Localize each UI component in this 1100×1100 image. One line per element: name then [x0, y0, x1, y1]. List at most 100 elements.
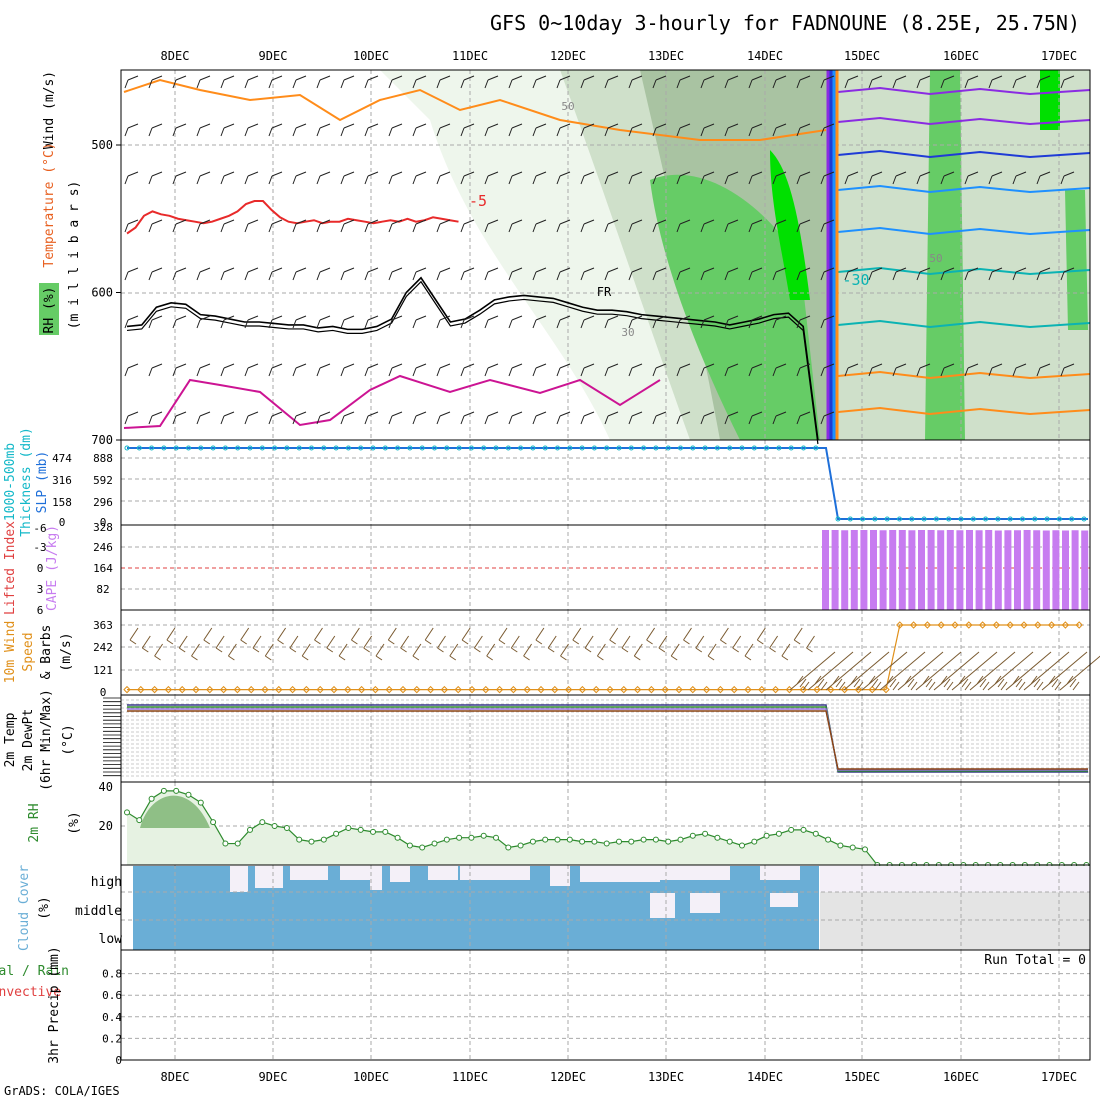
wind-barb — [292, 219, 307, 233]
top-date-label: 8DEC — [161, 49, 190, 63]
wind-barb — [724, 123, 739, 137]
ylabel-slp: SLP (mb) — [35, 451, 50, 514]
wind-barb — [532, 171, 547, 185]
wind-barb — [719, 627, 729, 645]
wind-barb — [340, 267, 355, 281]
wind-barb — [220, 267, 235, 281]
wind-barb — [364, 171, 379, 185]
wind-speed-marker — [992, 621, 1001, 629]
wind-barb — [596, 643, 606, 661]
wind-barb — [508, 171, 523, 185]
cloud-gap — [370, 866, 382, 890]
thickness-marker — [173, 445, 179, 451]
wind-barb — [461, 627, 471, 645]
wind-barb — [340, 171, 355, 185]
wind-barb — [796, 363, 811, 377]
thickness-marker — [801, 445, 806, 451]
precip-tick-label: 0.8 — [102, 968, 122, 981]
wind-speed-marker — [454, 685, 462, 694]
wind-barb — [412, 643, 422, 661]
left-tick-label: 158 — [52, 496, 72, 509]
bottom-date-label: 12DEC — [550, 1070, 586, 1084]
wind-barb — [460, 315, 475, 329]
wind-barb — [124, 267, 139, 281]
cloud-gap — [650, 893, 675, 918]
wind-barb — [744, 643, 754, 661]
y-tick-label: 500 — [91, 138, 113, 152]
rh2m-marker — [566, 836, 573, 843]
thickness-marker — [222, 445, 228, 451]
wind-barb — [460, 363, 475, 377]
wind-barb — [789, 651, 836, 691]
thickness-marker — [210, 445, 216, 451]
rh2m-marker — [148, 795, 155, 802]
wind-barb — [508, 315, 523, 329]
wind-barb — [292, 75, 307, 89]
temp2m-line — [127, 710, 1088, 770]
rh2m-marker — [616, 838, 622, 845]
wind-barb — [244, 219, 259, 233]
wind-barb — [652, 219, 667, 233]
wind-barb — [340, 411, 355, 425]
top-date-label: 13DEC — [648, 49, 684, 63]
cape-bar — [1042, 530, 1050, 610]
wind-barb — [460, 267, 475, 281]
wind-barb — [460, 123, 475, 137]
isotherm-line — [837, 116, 1091, 126]
wind-barb — [220, 315, 235, 329]
wind-barb — [437, 635, 446, 653]
cape-bar — [966, 530, 973, 610]
wind-speed-marker — [440, 685, 449, 694]
wind-speed-marker — [1061, 621, 1070, 629]
thickness-marker — [1020, 516, 1025, 522]
wind-speed-marker — [1020, 621, 1028, 629]
top-date-label: 15DEC — [844, 49, 880, 63]
rh2m-marker — [234, 840, 241, 847]
wind-speed-marker — [965, 621, 973, 629]
wind-barb — [724, 315, 739, 329]
wind-barb — [700, 267, 715, 281]
wind-barb — [460, 75, 475, 89]
wind-barb — [940, 267, 955, 281]
rh2m-marker — [702, 830, 709, 837]
wind-barb — [772, 123, 787, 137]
wind-tick-label: 242 — [93, 641, 113, 654]
wind-barb — [556, 411, 571, 425]
wind-barb — [196, 75, 211, 89]
wind-barb — [572, 627, 582, 645]
wind-barb — [364, 75, 379, 89]
wind-barb — [861, 651, 908, 691]
wind-barb — [203, 627, 213, 645]
wind-barb — [820, 219, 835, 233]
cloud-gap — [660, 866, 730, 880]
grads-credit: GrADS: COLA/IGES — [4, 1084, 120, 1098]
wind-speed-marker — [288, 685, 297, 694]
cape-bar — [898, 530, 906, 610]
panel-frame — [120, 439, 1091, 526]
y-tick-label: 700 — [91, 433, 113, 447]
thickness-marker — [983, 516, 989, 522]
wind-barb — [196, 267, 211, 281]
wind-barb — [220, 411, 235, 425]
ylabel-convective: Convective — [0, 985, 61, 1000]
wind-speed-marker — [951, 621, 959, 629]
wind-barb — [844, 363, 859, 377]
cape-bar — [1014, 530, 1021, 610]
thickness-marker — [345, 445, 351, 451]
wind-barb — [580, 123, 595, 137]
thickness-marker — [370, 445, 376, 451]
ylabel-thickness-units: Thickness (dm) — [19, 427, 34, 537]
wind-barb — [508, 363, 523, 377]
rh2m-marker — [751, 838, 758, 845]
thickness-marker — [542, 445, 548, 451]
wind-barb — [148, 411, 163, 425]
wind-barb — [772, 75, 787, 89]
thickness-marker — [641, 445, 647, 451]
wind-barb — [364, 315, 379, 329]
cloud-gap — [760, 866, 800, 880]
wind-barb — [129, 627, 139, 645]
wind-barb — [388, 411, 403, 425]
wind-barb — [316, 75, 331, 89]
thickness-marker — [813, 445, 819, 451]
ylabel-minmax: (6hr Min/Max) — [39, 689, 54, 791]
